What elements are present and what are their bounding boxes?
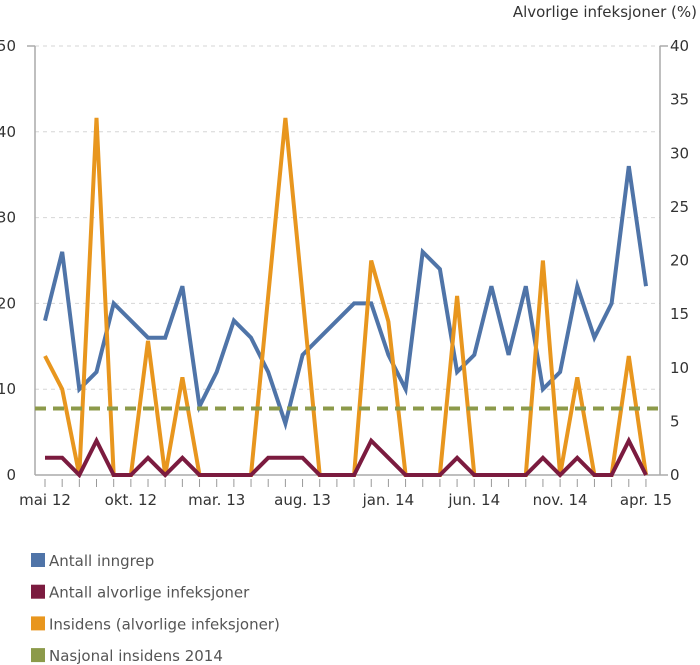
y2-tick-label: 35 bbox=[670, 91, 689, 109]
x-tick-label: apr. 15 bbox=[620, 491, 672, 509]
y-tick-label: 20 bbox=[0, 294, 16, 312]
x-tick-label: nov. 14 bbox=[533, 491, 588, 509]
legend-swatch bbox=[31, 584, 45, 599]
y2-tick-label: 15 bbox=[670, 305, 689, 323]
y-tick-label: 0 bbox=[6, 466, 16, 484]
y-axis-left: 0 10 20 30 40 50 bbox=[0, 37, 16, 484]
y-tick-label: 30 bbox=[0, 209, 16, 227]
series-lines bbox=[35, 117, 660, 479]
legend-label: Antall inngrep bbox=[49, 552, 154, 570]
legend-label: Insidens (alvorlige infeksjoner) bbox=[49, 615, 280, 633]
series-1-line bbox=[45, 436, 648, 479]
x-tick-label: aug. 13 bbox=[274, 491, 331, 509]
y-tick-label: 50 bbox=[0, 37, 16, 55]
legend-label: Antall alvorlige infeksjoner bbox=[49, 584, 250, 602]
series-0-line bbox=[43, 165, 648, 431]
x-tick-label: jan. 14 bbox=[362, 491, 415, 509]
y2-axis-title: Alvorlige infeksjoner (%) bbox=[513, 3, 697, 21]
y2-tick-label: 10 bbox=[670, 359, 689, 377]
legend-label: Nasjonal insidens 2014 bbox=[49, 647, 223, 665]
y2-tick-label: 20 bbox=[670, 252, 689, 270]
y2-tick-label: 5 bbox=[670, 412, 680, 430]
series-2-line bbox=[43, 117, 648, 477]
y-axis-right: 0 5 10 15 20 25 30 35 40 bbox=[670, 37, 689, 484]
x-tick-label: okt. 12 bbox=[105, 491, 157, 509]
x-tick-label: mar. 13 bbox=[188, 491, 245, 509]
legend-swatch bbox=[31, 616, 45, 631]
y2-tick-label: 40 bbox=[670, 37, 689, 55]
y2-tick-label: 0 bbox=[670, 466, 680, 484]
axes bbox=[27, 45, 668, 487]
x-tick-label: jun. 14 bbox=[447, 491, 500, 509]
y-tick-label: 10 bbox=[0, 380, 16, 398]
x-tick-label: mai 12 bbox=[19, 491, 71, 509]
y2-tick-label: 30 bbox=[670, 144, 689, 162]
x-axis: mai 12 okt. 12 mar. 13 aug. 13 jan. 14 jun. 1… bbox=[19, 491, 672, 509]
legend: Antall inngrep Antall alvorlige infeksjon… bbox=[31, 552, 280, 665]
y-tick-label: 40 bbox=[0, 123, 16, 141]
legend-swatch bbox=[31, 648, 45, 663]
legend-swatch bbox=[31, 553, 45, 567]
y2-tick-label: 25 bbox=[670, 198, 689, 216]
gridlines bbox=[35, 45, 660, 390]
